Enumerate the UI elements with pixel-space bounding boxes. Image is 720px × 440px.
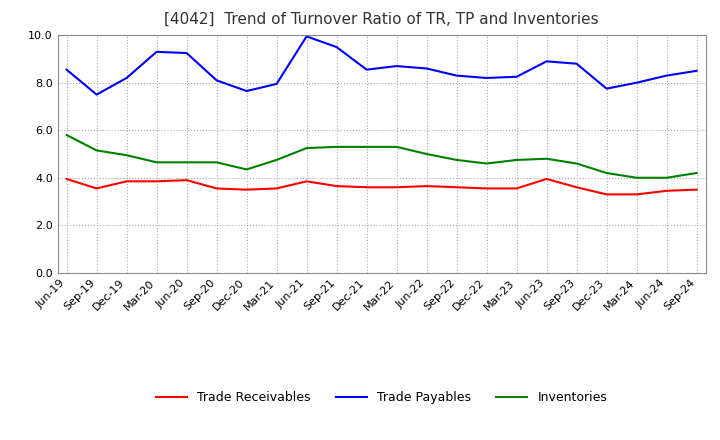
Inventories bbox=[122, 153, 131, 158]
Inventories bbox=[513, 157, 521, 162]
Inventories bbox=[362, 144, 371, 150]
Trade Payables bbox=[362, 67, 371, 72]
Inventories bbox=[242, 167, 251, 172]
Trade Payables bbox=[662, 73, 671, 78]
Trade Receivables bbox=[333, 183, 341, 189]
Trade Receivables bbox=[602, 192, 611, 197]
Trade Payables bbox=[212, 78, 221, 83]
Line: Inventories: Inventories bbox=[66, 135, 697, 178]
Trade Payables bbox=[92, 92, 101, 97]
Trade Payables bbox=[542, 59, 551, 64]
Trade Receivables bbox=[482, 186, 491, 191]
Title: [4042]  Trend of Turnover Ratio of TR, TP and Inventories: [4042] Trend of Turnover Ratio of TR, TP… bbox=[164, 12, 599, 27]
Trade Receivables bbox=[272, 186, 281, 191]
Inventories bbox=[92, 148, 101, 153]
Trade Payables bbox=[392, 63, 401, 69]
Inventories bbox=[452, 157, 461, 162]
Trade Receivables bbox=[693, 187, 701, 192]
Trade Receivables bbox=[212, 186, 221, 191]
Line: Trade Payables: Trade Payables bbox=[66, 37, 697, 95]
Trade Payables bbox=[632, 80, 641, 85]
Inventories bbox=[62, 132, 71, 138]
Inventories bbox=[212, 160, 221, 165]
Trade Payables bbox=[302, 34, 311, 39]
Trade Receivables bbox=[452, 185, 461, 190]
Inventories bbox=[333, 144, 341, 150]
Trade Payables bbox=[422, 66, 431, 71]
Inventories bbox=[572, 161, 581, 166]
Trade Receivables bbox=[542, 176, 551, 182]
Trade Receivables bbox=[153, 179, 161, 184]
Inventories bbox=[662, 175, 671, 180]
Trade Payables bbox=[693, 68, 701, 73]
Trade Payables bbox=[122, 75, 131, 81]
Inventories bbox=[482, 161, 491, 166]
Trade Receivables bbox=[632, 192, 641, 197]
Inventories bbox=[272, 157, 281, 162]
Trade Payables bbox=[62, 67, 71, 72]
Trade Payables bbox=[242, 88, 251, 94]
Inventories bbox=[632, 175, 641, 180]
Inventories bbox=[422, 151, 431, 157]
Inventories bbox=[182, 160, 191, 165]
Trade Payables bbox=[572, 61, 581, 66]
Trade Payables bbox=[153, 49, 161, 55]
Inventories bbox=[542, 156, 551, 161]
Trade Receivables bbox=[362, 185, 371, 190]
Trade Receivables bbox=[513, 186, 521, 191]
Trade Receivables bbox=[662, 188, 671, 194]
Legend: Trade Receivables, Trade Payables, Inventories: Trade Receivables, Trade Payables, Inven… bbox=[151, 386, 612, 409]
Trade Receivables bbox=[572, 185, 581, 190]
Trade Receivables bbox=[182, 177, 191, 183]
Inventories bbox=[392, 144, 401, 150]
Line: Trade Receivables: Trade Receivables bbox=[66, 179, 697, 194]
Trade Receivables bbox=[242, 187, 251, 192]
Trade Receivables bbox=[122, 179, 131, 184]
Trade Receivables bbox=[422, 183, 431, 189]
Inventories bbox=[302, 145, 311, 150]
Trade Receivables bbox=[302, 179, 311, 184]
Trade Payables bbox=[452, 73, 461, 78]
Trade Payables bbox=[602, 86, 611, 92]
Trade Payables bbox=[182, 50, 191, 55]
Inventories bbox=[693, 170, 701, 176]
Trade Payables bbox=[333, 44, 341, 50]
Trade Payables bbox=[482, 75, 491, 81]
Trade Receivables bbox=[392, 185, 401, 190]
Trade Payables bbox=[272, 81, 281, 87]
Inventories bbox=[153, 160, 161, 165]
Inventories bbox=[602, 170, 611, 176]
Trade Receivables bbox=[92, 186, 101, 191]
Trade Payables bbox=[513, 74, 521, 79]
Trade Receivables bbox=[62, 176, 71, 182]
